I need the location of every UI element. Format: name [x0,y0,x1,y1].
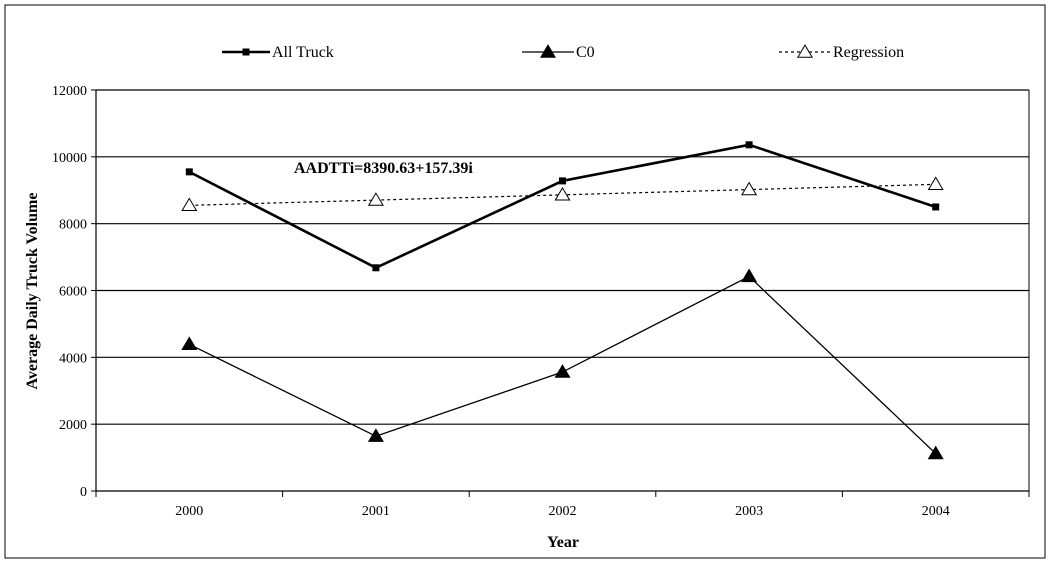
y-tick-label-0: 0 [80,485,87,500]
x-tick-label-2003: 2003 [735,504,763,519]
series-markers [181,141,944,460]
x-tick-label-2004: 2004 [922,504,950,519]
legend-marker-c0 [539,44,557,58]
x-tick-labels: 2000 2001 2002 2003 2004 [175,504,949,519]
x-tick-label-2000: 2000 [175,504,203,519]
y-tick-label-2000: 2000 [59,418,87,433]
legend-marker-all-truck [242,48,250,56]
y-tick-label-4000: 4000 [59,351,87,366]
legend: All Truck C0 Regression [222,44,904,61]
gridlines [96,89,1029,425]
point-c0-2003 [741,268,758,283]
y-tick-label-10000: 10000 [52,151,87,166]
x-tick-label-2001: 2001 [362,504,390,519]
y-tick-label-6000: 6000 [59,285,87,300]
point-all-truck-2004 [932,203,940,211]
legend-label-regression: Regression [833,44,904,61]
y-tick-label-8000: 8000 [59,218,87,233]
chart-frame [4,4,1046,559]
legend-label-all-truck: All Truck [272,44,334,61]
y-tick-label-12000: 12000 [52,84,87,99]
point-c0-2001 [367,428,384,442]
point-regression-2000 [181,197,198,212]
point-c0-2000 [181,336,198,350]
annotation-equation: AADTTi=8390.63+157.39i [294,160,473,177]
point-all-truck-2003 [745,141,753,149]
x-axis-title: Year [547,534,579,551]
point-regression-2001 [367,192,384,206]
y-tick-labels: 0 2000 4000 6000 8000 10000 12000 [52,84,87,500]
point-c0-2002 [554,364,571,378]
point-regression-2004 [927,176,944,191]
axes [91,89,1030,497]
point-c0-2004 [927,445,944,460]
legend-label-c0: C0 [576,44,595,61]
point-regression-2003 [741,181,758,196]
point-regression-2002 [554,186,571,201]
point-all-truck-2001 [372,264,380,272]
point-all-truck-2002 [559,177,566,185]
x-tick-label-2002: 2002 [549,504,577,519]
point-all-truck-2000 [185,168,193,176]
y-axis-title: Average Daily Truck Volume [24,193,41,390]
legend-marker-regression [796,44,814,58]
